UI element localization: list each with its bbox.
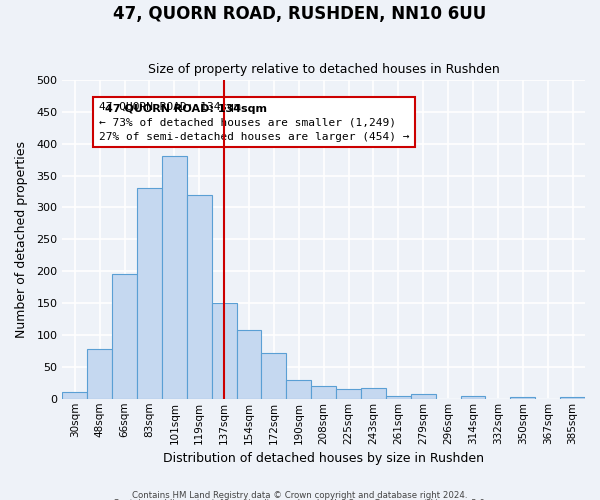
Bar bbox=[511, 397, 535, 399]
Bar bbox=[560, 398, 585, 399]
Bar bbox=[187, 194, 212, 399]
Bar bbox=[212, 303, 236, 399]
Text: 47 QUORN ROAD: 134sqm
← 73% of detached houses are smaller (1,249)
27% of semi-d: 47 QUORN ROAD: 134sqm ← 73% of detached … bbox=[99, 102, 409, 142]
Bar bbox=[461, 396, 485, 399]
Y-axis label: Number of detached properties: Number of detached properties bbox=[15, 141, 28, 338]
Bar bbox=[361, 388, 386, 399]
Bar bbox=[286, 380, 311, 399]
Bar bbox=[62, 392, 87, 399]
Bar bbox=[311, 386, 336, 399]
X-axis label: Distribution of detached houses by size in Rushden: Distribution of detached houses by size … bbox=[163, 452, 484, 465]
Bar bbox=[262, 353, 286, 399]
Text: Contains HM Land Registry data © Crown copyright and database right 2024.: Contains HM Land Registry data © Crown c… bbox=[132, 490, 468, 500]
Bar bbox=[87, 349, 112, 399]
Text: 47, QUORN ROAD, RUSHDEN, NN10 6UU: 47, QUORN ROAD, RUSHDEN, NN10 6UU bbox=[113, 5, 487, 23]
Bar bbox=[112, 274, 137, 399]
Bar bbox=[236, 330, 262, 399]
Bar bbox=[137, 188, 162, 399]
Bar bbox=[411, 394, 436, 399]
Text: 47 QUORN ROAD: 134sqm: 47 QUORN ROAD: 134sqm bbox=[105, 104, 267, 114]
Bar bbox=[386, 396, 411, 399]
Bar bbox=[336, 389, 361, 399]
Title: Size of property relative to detached houses in Rushden: Size of property relative to detached ho… bbox=[148, 63, 500, 76]
Bar bbox=[162, 156, 187, 399]
